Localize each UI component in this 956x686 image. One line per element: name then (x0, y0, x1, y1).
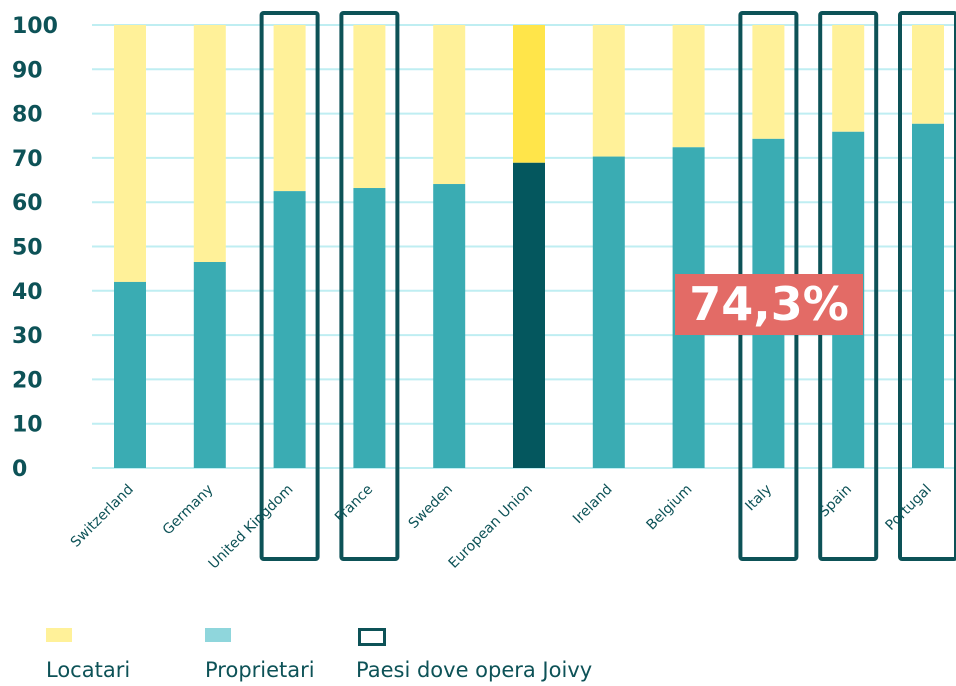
legend-swatch-locatari (46, 628, 72, 642)
bar-locatari (353, 25, 386, 189)
bar-proprietari (592, 156, 625, 469)
bar-proprietari (433, 184, 466, 469)
y-tick-label: 20 (12, 368, 43, 393)
y-tick-label: 70 (12, 147, 43, 172)
y-tick-label: 60 (12, 191, 43, 216)
bar-proprietari (912, 123, 944, 468)
callout-box (675, 274, 863, 335)
x-tick-label: Italy (742, 482, 775, 515)
legend-swatch-proprietari (205, 628, 231, 642)
bar-locatari (672, 25, 705, 148)
bar-locatari (752, 25, 785, 139)
y-tick-label: 100 (12, 14, 58, 39)
legend-swatch-joivy (358, 628, 386, 646)
x-tick-label: Germany (160, 482, 217, 539)
bar-locatari (592, 25, 625, 157)
y-tick-label: 10 (12, 413, 43, 438)
bar-locatari (433, 25, 466, 185)
x-tick-label: Portugal (883, 482, 935, 534)
bar-proprietari (273, 191, 306, 468)
y-tick-label: 0 (12, 457, 27, 482)
x-tick-label: Sweden (406, 482, 456, 532)
stacked-bar-chart: 0 10 20 30 40 50 60 70 80 90 100 Switzerland Germany… (12, 11, 956, 572)
bar-proprietari (353, 188, 386, 469)
x-tick-label: Ireland (570, 482, 616, 528)
x-tick-label: France (332, 482, 376, 526)
bar-proprietari (513, 162, 545, 468)
x-tick-label: European Union (446, 482, 536, 572)
bar-locatari (193, 25, 226, 263)
y-tick-label: 90 (12, 58, 43, 83)
bar-locatari (912, 25, 944, 124)
x-tick-label: Belgium (644, 482, 696, 534)
highlight-box (339, 11, 400, 561)
y-tick-label: 80 (12, 103, 43, 128)
legend-label-locatari: Locatari (46, 658, 131, 682)
y-tick-label: 50 (12, 236, 43, 261)
legend-label-proprietari: Proprietari (205, 658, 315, 682)
legend: Locatari Proprietari Paesi dove opera Jo… (0, 622, 956, 686)
legend-label-joivy: Paesi dove opera Joivy (356, 658, 593, 682)
y-tick-label: 40 (12, 280, 43, 305)
bar-locatari (513, 25, 545, 163)
bar-locatari (273, 25, 306, 192)
callout-label: 74,3% (689, 277, 849, 331)
bar-proprietari (114, 281, 146, 468)
x-tick-label: Switzerland (68, 482, 137, 551)
bar-proprietari (193, 262, 226, 468)
bar-locatari (832, 25, 865, 132)
highlight-box (259, 11, 320, 561)
y-tick-label: 30 (12, 324, 43, 349)
bar-locatari (114, 25, 146, 282)
highlight-box (898, 11, 956, 561)
